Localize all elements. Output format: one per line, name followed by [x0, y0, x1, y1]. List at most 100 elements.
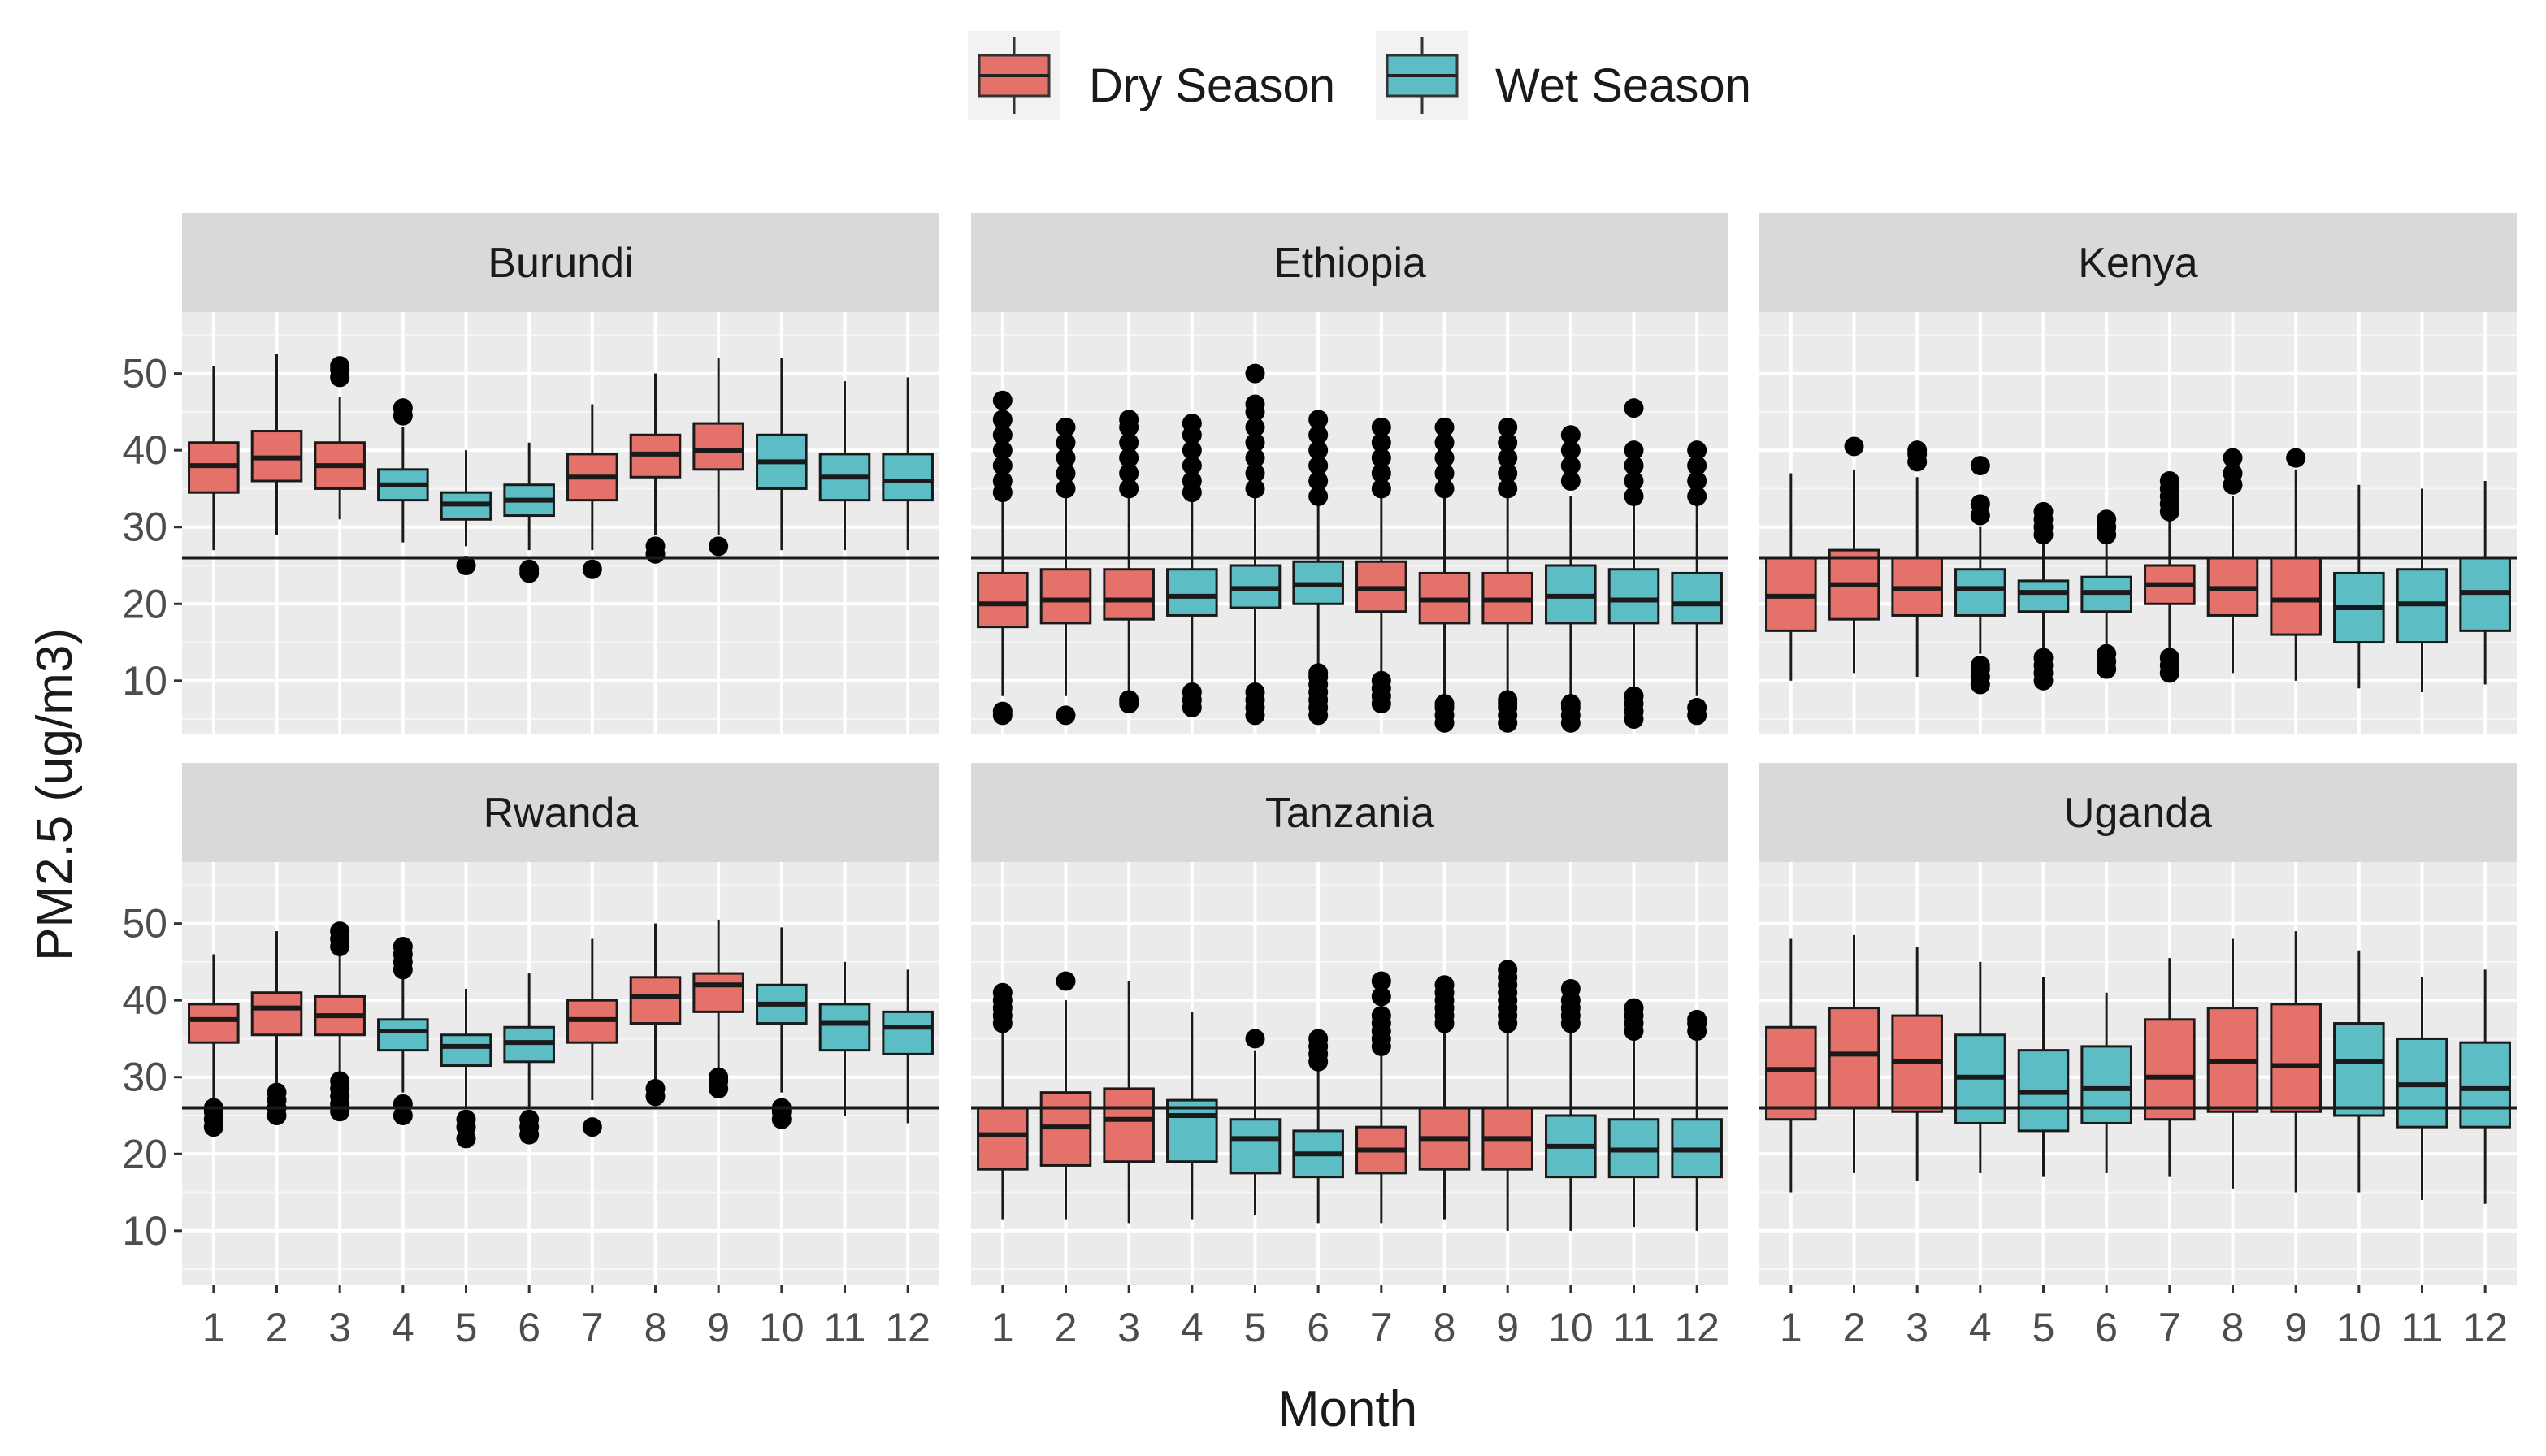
outlier-point	[1624, 471, 1644, 491]
outlier-point	[992, 390, 1013, 410]
box-tanzania-month-10	[1545, 979, 1597, 1231]
plot-background	[1759, 862, 2517, 1285]
outlier-point	[1245, 463, 1265, 483]
y-tick-label: 20	[122, 1131, 167, 1176]
x-tick-label: 3	[1117, 1305, 1140, 1350]
box-ethiopia-month-9	[1481, 417, 1533, 733]
outlier-point	[519, 1109, 540, 1129]
box-rwanda-month-9	[692, 919, 744, 1098]
outlier-point	[1308, 425, 1329, 445]
outlier-point	[1498, 479, 1518, 499]
x-tick-label: 12	[885, 1305, 930, 1350]
box-iqr	[818, 1003, 871, 1052]
box-uganda-month-5	[2017, 977, 2070, 1177]
box-rwanda-month-5	[440, 989, 492, 1149]
box-tanzania-month-4	[1166, 1012, 1218, 1220]
outlier-point	[2159, 648, 2179, 668]
box-kenya-month-6	[2080, 509, 2132, 679]
x-tick-label: 8	[644, 1305, 667, 1350]
y-tick-label: 20	[122, 581, 167, 626]
outlier-point	[1182, 440, 1202, 461]
outlier-point	[330, 356, 350, 376]
outlier-point	[1434, 432, 1455, 453]
box-rwanda-month-12	[882, 969, 934, 1124]
outlier-point	[2223, 448, 2243, 468]
x-tick-label: 1	[1780, 1305, 1802, 1350]
outlier-point	[1119, 463, 1139, 483]
outlier-point	[1687, 440, 1707, 461]
outlier-point	[1056, 432, 1076, 453]
plot-background	[1759, 312, 2517, 734]
box-ethiopia-month-1	[977, 390, 1029, 726]
box-tanzania-month-9	[1481, 960, 1533, 1231]
box-iqr	[1166, 568, 1218, 617]
x-tick-label: 1	[202, 1305, 225, 1350]
x-tick-label: 4	[1181, 1305, 1204, 1350]
outlier-point	[1434, 463, 1455, 483]
box-iqr	[1166, 1098, 1218, 1164]
box-ethiopia-month-7	[1355, 417, 1407, 714]
outlier-point	[1624, 440, 1644, 461]
box-uganda-month-8	[2206, 938, 2259, 1189]
box-iqr	[188, 1003, 240, 1044]
outlier-point	[1182, 456, 1202, 476]
outlier-point	[519, 559, 540, 579]
strip-background	[1759, 213, 2517, 312]
box-iqr	[1671, 571, 1723, 625]
box-uganda-month-9	[2270, 931, 2322, 1193]
outlier-point	[582, 559, 602, 579]
box-kenya-month-5	[2017, 501, 2070, 691]
outlier-point	[1560, 471, 1581, 491]
box-iqr	[440, 1034, 492, 1068]
outlier-point	[1970, 456, 1990, 476]
outlier-point	[582, 1117, 602, 1138]
box-burundi-month-11	[818, 381, 871, 551]
outlier-point	[1687, 471, 1707, 491]
y-tick-label: 10	[122, 658, 167, 704]
outlier-point	[1560, 425, 1581, 445]
outlier-point	[1434, 417, 1455, 437]
box-ethiopia-month-3	[1103, 410, 1155, 714]
outlier-point	[1560, 440, 1581, 461]
box-ethiopia-month-8	[1418, 417, 1471, 733]
outlier-point	[1687, 456, 1707, 476]
outlier-point	[1308, 1029, 1329, 1049]
strip-background	[1759, 763, 2517, 862]
x-tick-label: 5	[455, 1305, 478, 1350]
outlier-point	[1498, 960, 1518, 980]
x-tick-label: 6	[2095, 1305, 2118, 1350]
outlier-point	[1687, 697, 1707, 717]
outlier-point	[1056, 479, 1076, 499]
box-tanzania-month-7	[1355, 971, 1407, 1224]
box-tanzania-month-11	[1607, 998, 1660, 1228]
outlier-point	[1371, 463, 1391, 483]
outlier-point	[709, 1067, 729, 1087]
x-tick-label: 7	[2158, 1305, 2181, 1350]
outlier-point	[1182, 471, 1202, 491]
box-iqr	[882, 453, 934, 502]
outlier-point	[1308, 456, 1329, 476]
box-iqr	[1765, 1025, 1817, 1121]
strip-label: Uganda	[2064, 790, 2212, 837]
box-burundi-month-10	[756, 358, 808, 551]
box-tanzania-month-3	[1103, 981, 1155, 1224]
outlier-point	[2286, 448, 2306, 468]
outlier-point	[1687, 486, 1707, 506]
x-tick-label: 3	[1906, 1305, 1928, 1350]
y-tick-label: 50	[122, 901, 167, 947]
box-uganda-month-11	[2396, 977, 2448, 1200]
box-kenya-month-7	[2144, 471, 2196, 683]
box-uganda-month-6	[2080, 992, 2132, 1173]
box-kenya-month-4	[1954, 456, 2006, 695]
y-axis-title: PM2.5 (ug/m3)	[27, 628, 83, 961]
box-ethiopia-month-5	[1229, 363, 1282, 726]
x-tick-label: 5	[1244, 1305, 1267, 1350]
box-burundi-month-12	[882, 377, 934, 551]
box-iqr	[1954, 568, 2006, 617]
box-rwanda-month-6	[503, 973, 555, 1145]
x-tick-label: 4	[1969, 1305, 1992, 1350]
outlier-point	[1624, 456, 1644, 476]
outlier-point	[992, 471, 1013, 491]
